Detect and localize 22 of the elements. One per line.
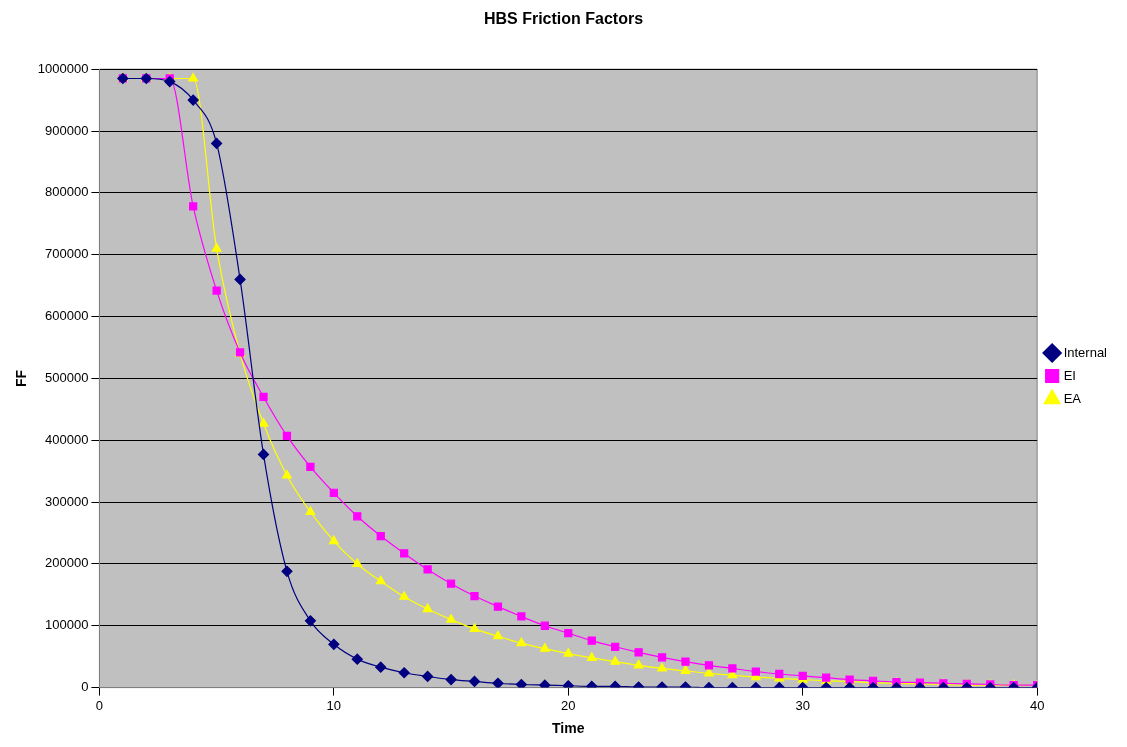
x-tick-label: 0: [95, 697, 104, 713]
x-tick-label: 30: [795, 697, 810, 713]
y-tick-label: 600000: [45, 308, 89, 324]
legend-label: Internal: [1063, 344, 1108, 360]
chart-title: HBS Friction Factors: [483, 10, 644, 28]
y-axis-title: FF: [13, 369, 30, 387]
legend-label: EI: [1063, 367, 1076, 383]
y-tick-label: 0: [81, 679, 89, 695]
y-tick-label: 300000: [45, 493, 89, 509]
x-tick-label: 40: [1029, 697, 1045, 713]
y-tick-label: 500000: [45, 369, 89, 385]
y-tick-label: 700000: [45, 246, 89, 262]
y-tick-label: 800000: [45, 184, 89, 200]
x-tick-label: 20: [561, 697, 576, 713]
y-tick-label: 200000: [45, 555, 89, 571]
legend-label: EA: [1063, 390, 1082, 406]
y-tick-label: 1000000: [37, 60, 89, 76]
y-tick-label: 400000: [45, 431, 89, 447]
x-tick-label: 10: [326, 697, 342, 713]
x-axis-title: Time: [552, 720, 585, 737]
y-tick-label: 900000: [45, 122, 89, 138]
y-tick-label: 100000: [45, 617, 89, 633]
